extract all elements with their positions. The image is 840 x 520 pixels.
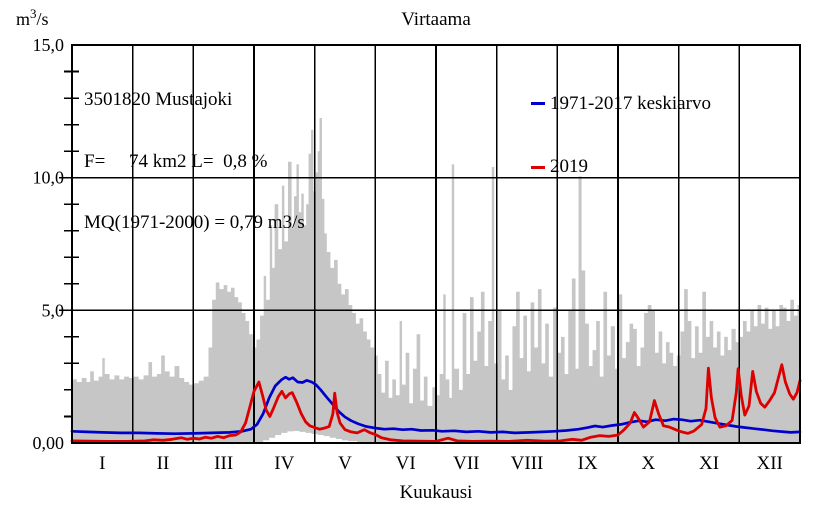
x-month-label: XII — [756, 453, 782, 474]
x-month-label: IV — [274, 453, 294, 474]
y-axis-unit-label: m3/s — [16, 6, 49, 30]
x-month-label: VI — [396, 453, 416, 474]
legend-swatch-mean-line — [531, 102, 545, 106]
plot-border — [70, 43, 802, 445]
legend-swatch-2019-line — [531, 165, 545, 169]
y-tick-label: 10,0 — [33, 168, 65, 188]
station-mean-flow: MQ(1971-2000) = 0,79 m3/s — [84, 212, 305, 233]
y-unit-superscript: 3 — [30, 6, 37, 21]
x-month-label: III — [214, 453, 233, 474]
legend: 1971-2017 keskiarvo 2019 — [531, 50, 711, 221]
x-axis-title: Kuukausi — [399, 482, 473, 503]
y-tick-label: 5,0 — [42, 300, 65, 320]
year-2019-line — [70, 363, 802, 443]
y-tick-label: 15,0 — [33, 35, 65, 55]
x-month-label: I — [99, 453, 105, 474]
x-month-label: IX — [578, 453, 598, 474]
mean-1971-2017-line — [70, 375, 802, 436]
station-area-lake-percentage: F= 74 km2 L= 0,8 % — [84, 150, 268, 172]
chart-title: Virtaama — [401, 9, 471, 30]
x-month-label: X — [641, 453, 655, 474]
x-month-label: V — [338, 453, 352, 474]
y-unit-prefix: m — [16, 9, 31, 29]
legend-label-2019: 2019 — [550, 156, 588, 178]
x-month-label: XI — [699, 453, 719, 474]
legend-item-2019: 2019 — [531, 156, 711, 178]
legend-label-mean: 1971-2017 keskiarvo — [550, 92, 711, 114]
station-info-block: 3501820 Mustajoki F= 74 km2 L= 0,8 % MQ(… — [84, 49, 305, 275]
x-month-label: VII — [453, 453, 479, 474]
legend-item-mean: 1971-2017 keskiarvo — [531, 92, 711, 114]
x-month-label: II — [157, 453, 170, 474]
station-id-name: 3501820 Mustajoki — [84, 89, 233, 110]
y-unit-suffix: /s — [36, 9, 49, 29]
x-month-label: VIII — [511, 453, 544, 474]
y-tick-label: 0,00 — [33, 433, 65, 453]
